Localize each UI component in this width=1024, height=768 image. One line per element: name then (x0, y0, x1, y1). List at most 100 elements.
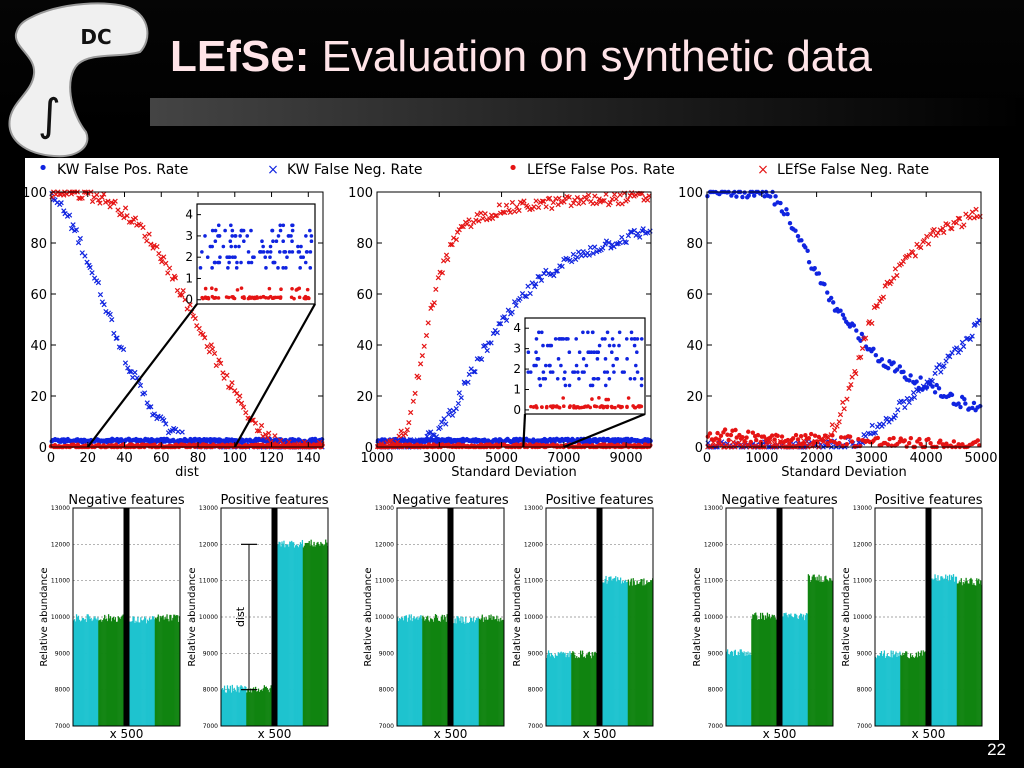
data-point (218, 234, 222, 238)
data-point (640, 377, 644, 381)
data-point (780, 434, 784, 438)
data-point (527, 350, 531, 354)
data-point (601, 246, 605, 250)
y-tick-label: 7000 (708, 723, 723, 730)
y-tick-label: 12000 (199, 541, 218, 548)
y-tick-label: 9000 (379, 650, 394, 657)
bar-group (808, 574, 834, 726)
data-point (180, 430, 184, 434)
data-point (573, 370, 577, 374)
data-point (544, 364, 548, 368)
y-tick-label: 9000 (55, 650, 70, 657)
data-point (551, 406, 555, 410)
data-point (835, 424, 839, 428)
data-point (612, 192, 616, 196)
data-point (422, 344, 426, 348)
data-point (976, 438, 980, 442)
data-point (537, 357, 541, 361)
x-axis-label: dist (175, 465, 199, 480)
data-point (251, 296, 255, 300)
y-tick-label: 100 (25, 186, 47, 201)
y-tick-label: 1 (185, 271, 193, 285)
data-point (436, 276, 440, 280)
y-tick-label: 7000 (857, 723, 872, 730)
data-point (584, 197, 588, 201)
data-point (746, 430, 750, 434)
data-point (138, 383, 142, 387)
data-point (588, 406, 592, 410)
data-point (788, 221, 792, 225)
data-point (450, 413, 454, 417)
y-axis-label: Relative abundance (512, 567, 523, 666)
x-tick-label: 100 (222, 451, 247, 466)
data-point (740, 195, 744, 199)
data-point (434, 287, 438, 291)
y-tick-label: 0 (695, 441, 703, 456)
y-tick-label: 20 (356, 390, 373, 405)
data-point (285, 255, 289, 259)
bar-group (783, 613, 809, 726)
data-point (143, 234, 147, 238)
y-tick-label: 40 (686, 339, 703, 354)
data-point (627, 396, 631, 400)
data-point (612, 370, 616, 374)
data-point (817, 271, 821, 275)
data-point (588, 350, 592, 354)
data-point (874, 353, 878, 357)
data-point (606, 330, 610, 334)
data-point (908, 373, 912, 377)
data-point (113, 199, 117, 203)
data-point (640, 384, 644, 388)
y-tick-label: 100 (348, 186, 373, 201)
data-point (563, 370, 567, 374)
group-separator (777, 508, 783, 726)
bar-group (546, 650, 572, 726)
y-tick-label: 12000 (704, 541, 723, 548)
y-tick-label: 12000 (853, 541, 872, 548)
series-kw-false-neg-rate (706, 318, 981, 449)
data-point (636, 337, 640, 341)
data-point (582, 357, 586, 361)
panel-title: Negative features (392, 493, 508, 508)
bar-group (278, 540, 304, 726)
data-point (481, 216, 485, 220)
data-point (938, 438, 942, 442)
bar-panel-2: 70008000900010000110001200013000Positive… (187, 493, 329, 740)
data-point (206, 255, 210, 259)
bar-panel-4: 70008000900010000110001200013000Positive… (512, 493, 654, 740)
y-tick-label: 11000 (704, 578, 723, 585)
data-point (271, 239, 275, 243)
y-tick-label: 11000 (853, 578, 872, 585)
data-point (578, 350, 582, 354)
data-point (822, 282, 826, 286)
data-point (130, 375, 134, 379)
data-point (457, 391, 461, 395)
data-point (110, 317, 114, 321)
data-point (279, 229, 283, 233)
data-point (557, 357, 561, 361)
data-point (229, 223, 233, 227)
x-tick-label: 2000 (800, 451, 833, 466)
data-point (221, 371, 225, 375)
data-point (581, 370, 585, 374)
data-point (197, 326, 201, 330)
group-separator (448, 508, 454, 726)
data-point (432, 301, 436, 305)
data-point (454, 406, 458, 410)
data-point (227, 261, 231, 265)
data-point (928, 441, 932, 445)
data-point (232, 296, 236, 300)
data-point (272, 296, 276, 300)
integral-icon: ∫ (38, 90, 61, 141)
data-point (268, 255, 272, 259)
data-point (467, 372, 471, 376)
data-point (203, 234, 207, 238)
data-point (145, 239, 149, 243)
title-rest: Evaluation on synthetic data (309, 32, 872, 81)
logo-text: DC (80, 25, 111, 49)
data-point (759, 440, 763, 444)
bar-group (571, 651, 597, 726)
data-point (770, 433, 774, 437)
data-point (558, 337, 562, 341)
